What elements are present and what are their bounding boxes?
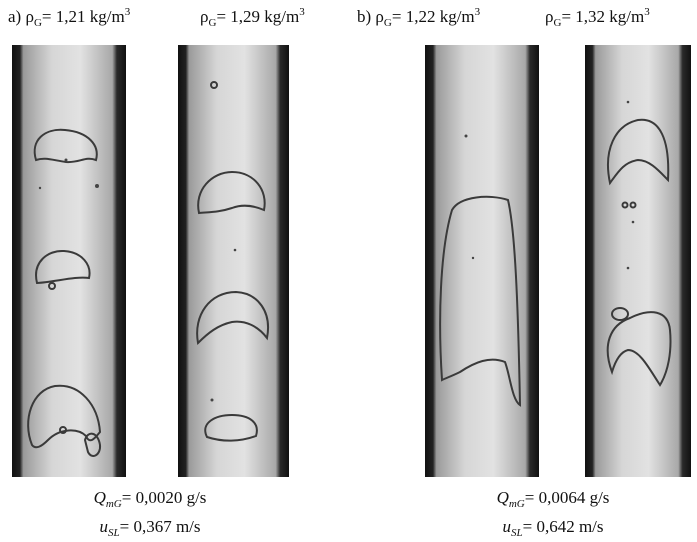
tube-photo: [178, 45, 289, 477]
label-part: 3: [125, 6, 131, 18]
label-part: u: [502, 517, 511, 536]
label-part: = 0,0064 g/s: [525, 488, 610, 507]
label-part: = 0,0020 g/s: [122, 488, 207, 507]
label-part: ρ: [375, 7, 383, 26]
panel-label: b) ρG= 1,22 kg/m3: [357, 6, 481, 29]
label-part: 3: [299, 6, 305, 18]
flow-label: QmG= 0,0020 g/s: [94, 488, 207, 510]
label-part: SL: [108, 527, 120, 539]
panel-label: a) ρG= 1,21 kg/m3: [8, 6, 131, 29]
label-part: G: [208, 17, 216, 29]
label-part: G: [553, 17, 561, 29]
label-part: ρ: [545, 7, 553, 26]
label-part: = 1,32 kg/m: [561, 7, 644, 26]
tube-photo: [585, 45, 691, 477]
label-part: 3: [644, 6, 650, 18]
label-part: mG: [509, 498, 525, 510]
velocity-label: uSL= 0,642 m/s: [502, 517, 603, 539]
label-part: Q: [94, 488, 106, 507]
label-part: = 1,21 kg/m: [42, 7, 125, 26]
label-part: G: [34, 17, 42, 29]
label-part: mG: [106, 498, 122, 510]
label-part: = 1,29 kg/m: [216, 7, 299, 26]
column-label: ρG= 1,29 kg/m3: [200, 6, 305, 29]
label-part: SL: [511, 527, 523, 539]
column-label: ρG= 1,32 kg/m3: [545, 6, 650, 29]
label-part: = 0,642 m/s: [523, 517, 604, 536]
label-part: b): [357, 7, 371, 26]
label-part: a): [8, 7, 21, 26]
label-part: = 0,367 m/s: [120, 517, 201, 536]
figure: a) ρG= 1,21 kg/m3 ρG= 1,29 kg/m3 b) ρG= …: [0, 0, 697, 542]
label-part: = 1,22 kg/m: [392, 7, 475, 26]
label-part: ρ: [200, 7, 208, 26]
label-part: Q: [497, 488, 509, 507]
label-part: 3: [475, 6, 481, 18]
label-part: ρ: [25, 7, 33, 26]
velocity-label: uSL= 0,367 m/s: [99, 517, 200, 539]
label-part: G: [384, 17, 392, 29]
flow-label: QmG= 0,0064 g/s: [497, 488, 610, 510]
label-part: u: [99, 517, 108, 536]
